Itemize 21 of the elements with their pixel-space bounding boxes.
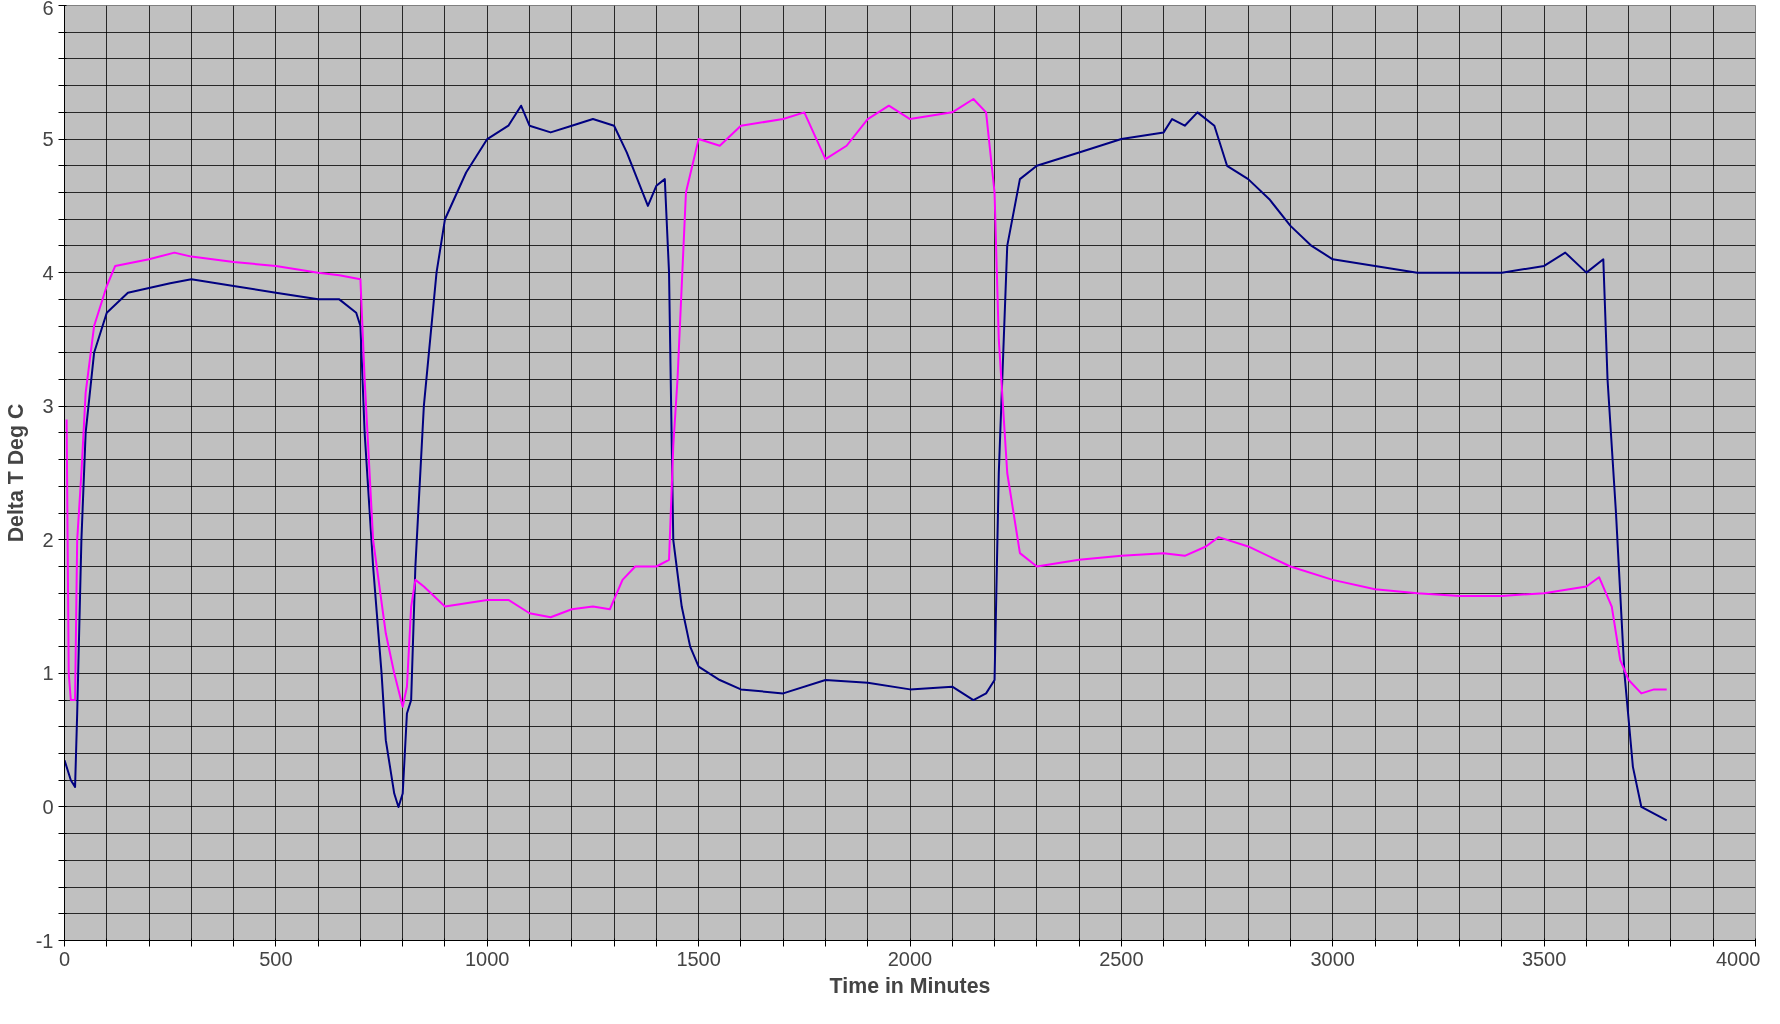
x-tick-label: 3000 [1310,947,1355,970]
y-tick-label: 3 [42,395,54,418]
x-tick-label: 2000 [887,947,933,970]
x-tick-label: 500 [259,947,293,970]
line-series [64,104,1668,822]
y-tick-label: 2 [42,528,54,551]
y-tick-label: 4 [42,261,54,284]
x-tick-label: 4000 [1716,947,1761,970]
x-tick-label: 1500 [676,947,721,970]
x-tick-label: 0 [58,947,71,970]
x-tick-label: 2500 [1099,947,1144,970]
y-tick-label: 5 [42,128,54,151]
x-axis-title: Time in Minutes [829,973,991,998]
y-tick-label: 0 [42,795,54,818]
y-tick-label: -1 [35,929,54,952]
y-axis-title: Delta T Deg C [3,403,28,543]
y-tick-label: 6 [42,0,54,19]
x-tick-label: 3500 [1521,947,1567,970]
line-series [65,98,1668,708]
x-tick-label: 1000 [465,947,510,970]
y-tick-label: 1 [42,662,54,685]
